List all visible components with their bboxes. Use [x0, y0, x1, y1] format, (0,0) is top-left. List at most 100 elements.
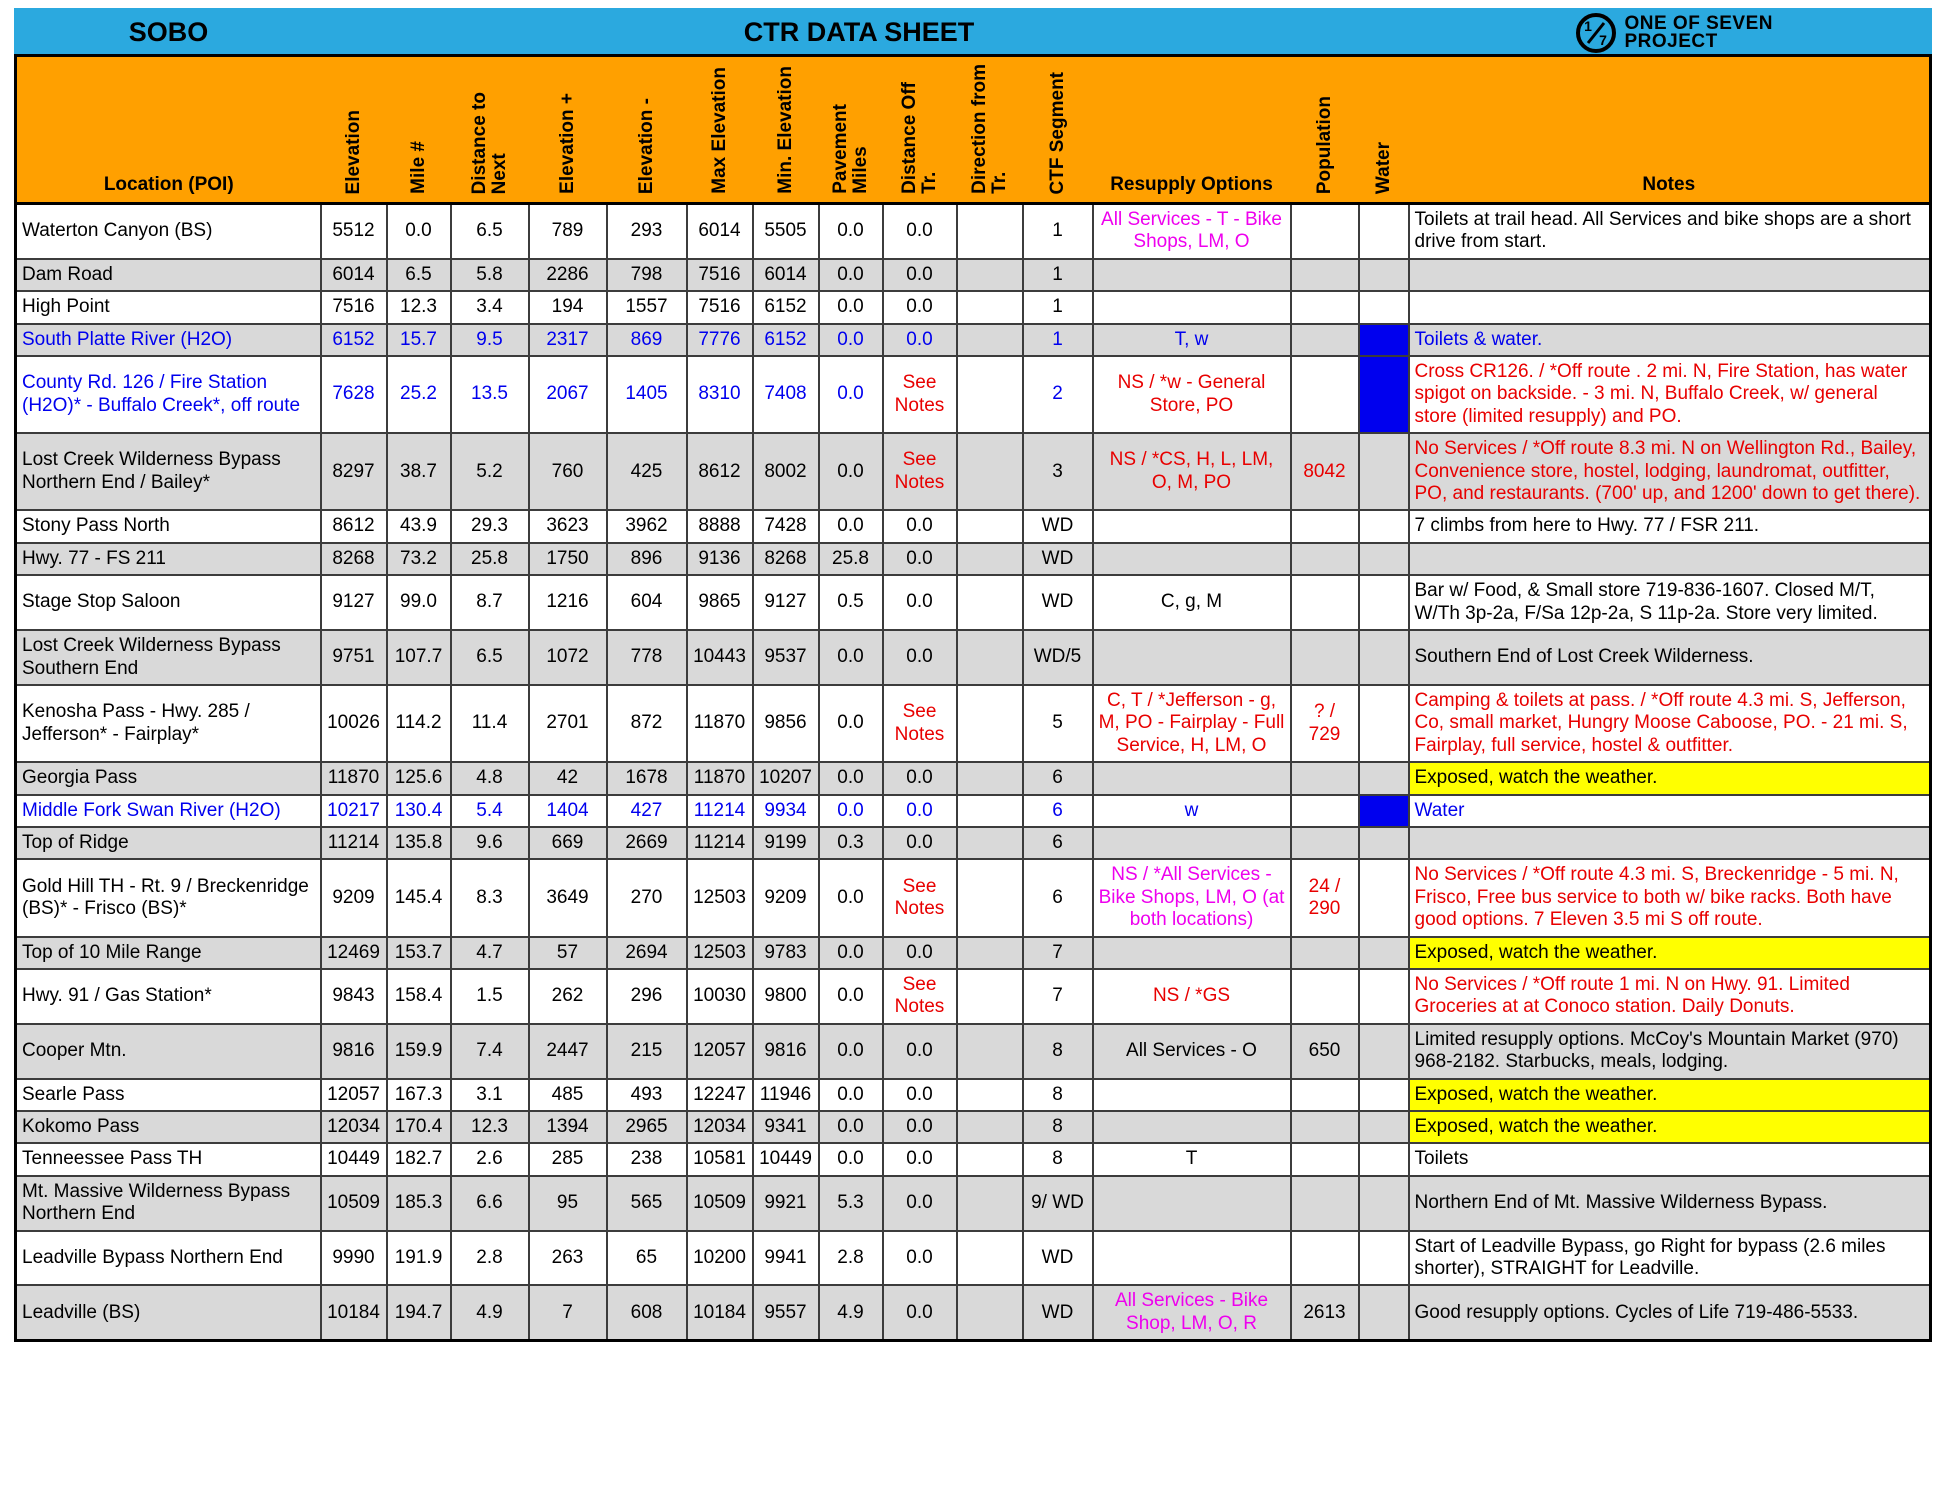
cell-elevation: 6152 — [319, 322, 388, 358]
table-row: Mt. Massive Wilderness Bypass Northern E… — [14, 1174, 1932, 1232]
cell-mile: 194.7 — [385, 1284, 452, 1342]
cell-water — [1357, 257, 1410, 293]
cell-elev_plus: 285 — [527, 1142, 608, 1177]
cell-mile: 43.9 — [385, 509, 452, 544]
cell-max_elev: 12503 — [685, 858, 754, 938]
cell-population — [1289, 935, 1360, 970]
cell-pavement: 0.0 — [817, 629, 884, 686]
cell-elev_plus: 42 — [527, 761, 608, 796]
cell-mile: 12.3 — [385, 290, 452, 325]
cell-dist_next: 25.8 — [449, 541, 530, 577]
cell-min_elev: 8002 — [751, 432, 820, 512]
svg-text:1: 1 — [1585, 18, 1593, 34]
cell-dist_off: See Notes — [881, 355, 958, 435]
cell-dist_off: See Notes — [881, 683, 958, 764]
cell-mile: 167.3 — [385, 1077, 452, 1113]
cell-pavement: 0.0 — [817, 432, 884, 512]
cell-elev_minus: 215 — [605, 1022, 688, 1080]
cell-elev_plus: 3649 — [527, 858, 608, 938]
cell-mile: 135.8 — [385, 825, 452, 861]
cell-location: Waterton Canyon (BS) — [14, 202, 322, 260]
table-row: Tenneessee Pass TH 10449 182.7 2.6 285 238 105… — [14, 1142, 1932, 1177]
cell-max_elev: 7516 — [685, 290, 754, 325]
cell-max_elev: 10581 — [685, 1142, 754, 1177]
cell-max_elev: 11214 — [685, 825, 754, 861]
cell-population: 2613 — [1289, 1284, 1360, 1342]
table-row: Hwy. 91 / Gas Station* 9843 158.4 1.5 262 296… — [14, 967, 1932, 1025]
cell-location: Mt. Massive Wilderness Bypass Northern E… — [14, 1174, 322, 1232]
cell-dist_off: 0.0 — [881, 935, 958, 970]
cell-elev_minus: 3962 — [605, 509, 688, 544]
cell-pavement: 0.0 — [817, 858, 884, 938]
cell-water — [1357, 967, 1410, 1025]
cell-location: Kenosha Pass - Hwy. 285 / Jefferson* - F… — [14, 683, 322, 764]
cell-location: Hwy. 91 / Gas Station* — [14, 967, 322, 1025]
cell-water — [1357, 858, 1410, 938]
cell-population — [1289, 1174, 1360, 1232]
cell-dist_next: 7.4 — [449, 1022, 530, 1080]
cell-water — [1357, 683, 1410, 764]
cell-pavement: 0.0 — [817, 290, 884, 325]
cell-direction — [955, 935, 1024, 970]
cell-mile: 99.0 — [385, 574, 452, 632]
cell-water — [1357, 541, 1410, 577]
cell-min_elev: 8268 — [751, 541, 820, 577]
table-row: Leadville Bypass Northern End 9990 191.9 2.… — [14, 1229, 1932, 1287]
cell-pavement: 0.0 — [817, 761, 884, 796]
cell-elev_plus: 760 — [527, 432, 608, 512]
column-header-population: Population — [1290, 55, 1359, 205]
cell-population: 650 — [1289, 1022, 1360, 1080]
cell-dist_next: 3.1 — [449, 1077, 530, 1113]
cell-elev_plus: 1404 — [527, 793, 608, 828]
cell-resupply — [1091, 1077, 1292, 1113]
cell-max_elev: 12057 — [685, 1022, 754, 1080]
cell-dist_off: 0.0 — [881, 1109, 958, 1145]
cell-resupply: NS / *GS — [1091, 967, 1292, 1025]
cell-dist_off: 0.0 — [881, 541, 958, 577]
cell-max_elev: 11870 — [685, 683, 754, 764]
cell-elev_minus: 2965 — [605, 1109, 688, 1145]
cell-resupply — [1091, 1229, 1292, 1287]
table-row: Waterton Canyon (BS) 5512 0.0 6.5 789 293 6014… — [14, 202, 1932, 260]
cell-population — [1289, 257, 1360, 293]
cell-resupply — [1091, 541, 1292, 577]
cell-dist_off: 0.0 — [881, 1229, 958, 1287]
cell-location: Leadville (BS) — [14, 1284, 322, 1342]
cell-resupply — [1091, 509, 1292, 544]
cell-segment: WD — [1021, 509, 1094, 544]
cell-pavement: 0.0 — [817, 1022, 884, 1080]
cell-notes: Water — [1407, 793, 1932, 828]
cell-pavement: 0.0 — [817, 322, 884, 358]
cell-elev_plus: 262 — [527, 967, 608, 1025]
cell-elev_plus: 263 — [527, 1229, 608, 1287]
cell-elev_minus: 869 — [605, 322, 688, 358]
cell-elev_minus: 2694 — [605, 935, 688, 970]
cell-dist_off: 0.0 — [881, 793, 958, 828]
cell-water — [1357, 935, 1410, 970]
cell-mile: 170.4 — [385, 1109, 452, 1145]
cell-direction — [955, 1229, 1024, 1287]
cell-elev_minus: 296 — [605, 967, 688, 1025]
cell-segment: 2 — [1021, 355, 1094, 435]
table-row: Lost Creek Wilderness Bypass Southern En… — [14, 629, 1932, 686]
cell-resupply: C, g, M — [1091, 574, 1292, 632]
cell-direction — [955, 629, 1024, 686]
cell-elev_minus: 2669 — [605, 825, 688, 861]
cell-population — [1289, 202, 1360, 260]
cell-elevation: 8612 — [319, 509, 388, 544]
cell-max_elev: 7516 — [685, 257, 754, 293]
cell-direction — [955, 825, 1024, 861]
cell-dist_off: 0.0 — [881, 825, 958, 861]
cell-elevation: 12469 — [319, 935, 388, 970]
cell-pavement: 25.8 — [817, 541, 884, 577]
cell-notes: Toilets — [1407, 1142, 1932, 1177]
cell-min_elev: 9127 — [751, 574, 820, 632]
cell-notes: No Services / *Off route 8.3 mi. N on We… — [1407, 432, 1932, 512]
cell-water — [1357, 432, 1410, 512]
cell-notes: Exposed, watch the weather. — [1407, 935, 1932, 970]
trail-data-table: Location (POI) Elevation Mile # Distance to… — [14, 54, 1932, 1343]
cell-dist_next: 9.6 — [449, 825, 530, 861]
cell-pavement: 0.5 — [817, 574, 884, 632]
cell-dist_next: 3.4 — [449, 290, 530, 325]
column-header-min_elev: Min. Elevation — [752, 55, 819, 205]
